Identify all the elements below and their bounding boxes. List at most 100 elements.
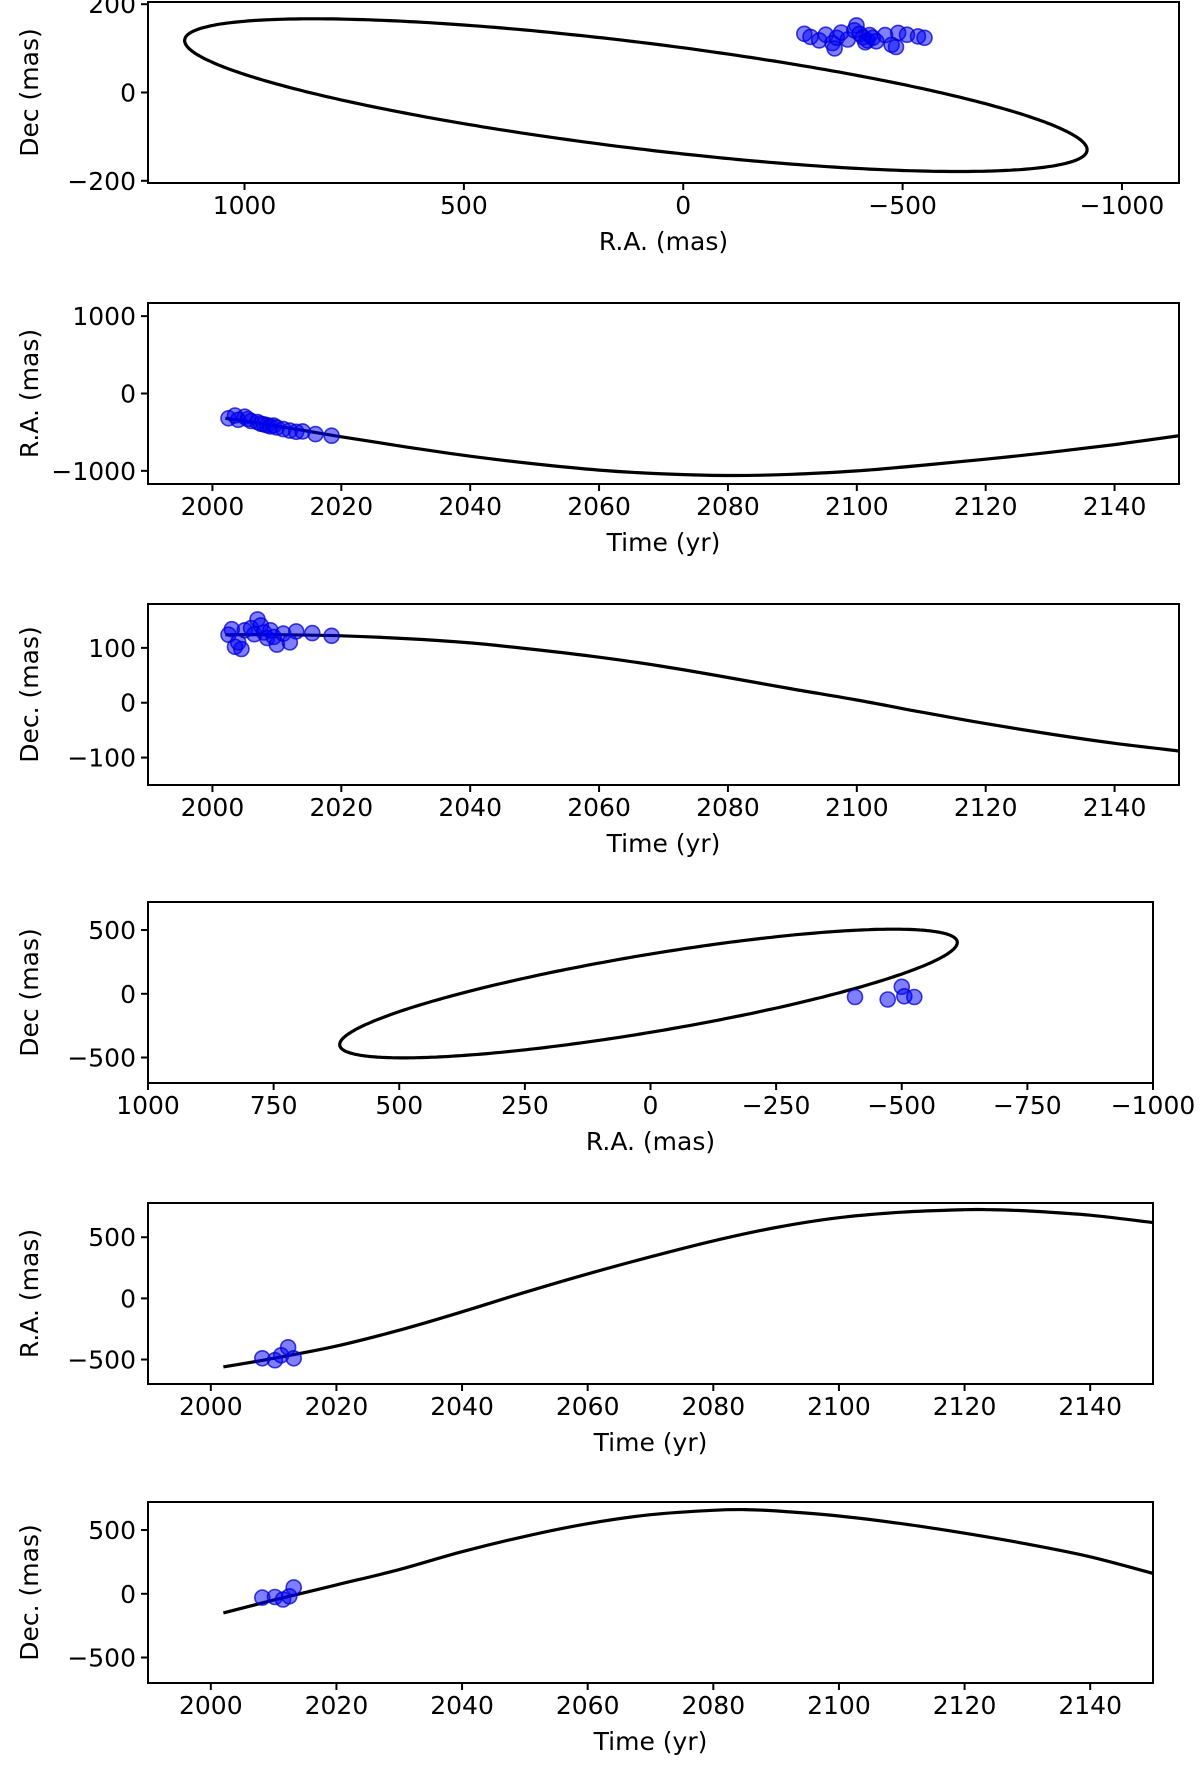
- orbit-curve: [225, 416, 1179, 478]
- x-tick-label: 2000: [179, 1691, 243, 1720]
- orbit-curve: [183, 17, 1089, 174]
- x-tick-label: 2000: [181, 492, 245, 521]
- x-tick-label: 2100: [825, 793, 889, 822]
- x-tick-label: 2080: [696, 793, 760, 822]
- x-tick-label: 2060: [567, 492, 631, 521]
- y-tick-label: 500: [88, 1223, 136, 1252]
- x-tick-label: 2140: [1083, 793, 1147, 822]
- x-tick-label: −500: [867, 1091, 936, 1120]
- x-tick-label: 2120: [954, 492, 1018, 521]
- x-tick-label: −1000: [1080, 191, 1165, 220]
- data-point: [233, 640, 250, 658]
- axes-frame: [147, 1202, 1154, 1385]
- data-point: [916, 29, 933, 47]
- y-tick-label: 500: [88, 916, 136, 945]
- data-point: [303, 624, 321, 642]
- orbit-curve: [223, 1207, 1153, 1369]
- x-tick-label: 2040: [430, 1392, 494, 1421]
- data-point: [905, 988, 923, 1006]
- x-axis-label: Time (yr): [593, 1428, 708, 1457]
- axes-frame: [147, 1501, 1154, 1684]
- data-point: [287, 623, 305, 640]
- x-tick-label: 2020: [305, 1691, 369, 1720]
- x-tick-label: 0: [675, 191, 691, 220]
- y-tick-label: 500: [88, 1516, 136, 1545]
- x-tick-label: 2140: [1058, 1392, 1122, 1421]
- x-tick-label: −750: [993, 1091, 1062, 1120]
- data-point: [887, 38, 905, 56]
- x-tick-label: 2020: [310, 492, 374, 521]
- data-point: [879, 991, 897, 1008]
- x-tick-label: 2000: [181, 793, 245, 822]
- subplot-4: 1000 750 500 250 0 −250 −500 −750 −1000 −500 0 500 R…: [15, 901, 1196, 1156]
- x-tick-label: 2060: [556, 1691, 620, 1720]
- data-point: [285, 1579, 303, 1596]
- orbit-curve: [338, 927, 959, 1060]
- y-axis-label: R.A. (mas): [15, 1229, 44, 1358]
- x-tick-label: 2040: [438, 492, 502, 521]
- x-tick-label: 1000: [213, 191, 277, 220]
- x-axis-label: R.A. (mas): [586, 1127, 715, 1156]
- x-tick-label: 500: [440, 191, 488, 220]
- x-tick-label: 2140: [1058, 1691, 1122, 1720]
- y-tick-label: −500: [67, 1346, 136, 1375]
- y-tick-label: 0: [120, 980, 136, 1009]
- y-tick-label: 0: [120, 380, 136, 409]
- x-tick-label: 2100: [825, 492, 889, 521]
- y-tick-label: 100: [88, 634, 136, 663]
- x-tick-label: 2060: [556, 1392, 620, 1421]
- x-tick-label: 2060: [567, 793, 631, 822]
- x-tick-label: 500: [375, 1091, 423, 1120]
- x-tick-label: 2080: [682, 1392, 746, 1421]
- y-tick-label: −1000: [51, 457, 136, 486]
- x-axis-label: Time (yr): [606, 829, 721, 858]
- x-tick-label: 2020: [310, 793, 374, 822]
- x-tick-label: 2120: [933, 1691, 997, 1720]
- x-tick-label: 2040: [438, 793, 502, 822]
- x-tick-label: 2080: [696, 492, 760, 521]
- data-point: [323, 627, 340, 645]
- x-tick-label: −250: [742, 1091, 811, 1120]
- orbit-curve: [225, 633, 1179, 753]
- y-tick-label: −100: [67, 744, 136, 773]
- x-tick-label: 2100: [807, 1392, 871, 1421]
- data-point: [307, 425, 324, 443]
- y-tick-label: 200: [88, 0, 136, 19]
- y-axis-label: R.A. (mas): [15, 329, 44, 458]
- y-tick-label: 1000: [72, 302, 136, 331]
- x-tick-label: 2000: [179, 1392, 243, 1421]
- x-tick-label: 250: [501, 1091, 549, 1120]
- x-tick-label: −500: [868, 191, 937, 220]
- data-point: [846, 988, 864, 1006]
- x-tick-label: 2120: [954, 793, 1018, 822]
- subplot-3: 2000 2020 2040 2060 2080 2100 2120 2140 −100 0 100…: [15, 603, 1180, 858]
- data-point: [323, 427, 340, 445]
- x-tick-label: 2040: [430, 1691, 494, 1720]
- subplot-5: 2000 2020 2040 2060 2080 2100 2120 2140 −500 0 500…: [15, 1202, 1154, 1457]
- y-tick-label: −500: [67, 1044, 136, 1073]
- subplot-1: 1000 500 0 −500 −1000 −200 0 200 R.A. (mas) Dec (…: [15, 0, 1180, 256]
- x-tick-label: 1000: [116, 1091, 180, 1120]
- x-axis-label: Time (yr): [606, 528, 721, 557]
- y-tick-label: 0: [120, 1284, 136, 1313]
- x-tick-label: 2020: [305, 1392, 369, 1421]
- y-axis-label: Dec. (mas): [15, 1524, 44, 1660]
- subplot-6: 2000 2020 2040 2060 2080 2100 2120 2140 −500 0 500…: [15, 1501, 1154, 1756]
- y-tick-label: 0: [120, 1580, 136, 1609]
- x-tick-label: 2120: [933, 1392, 997, 1421]
- axes-frame: [147, 603, 1180, 786]
- x-tick-label: 2140: [1083, 492, 1147, 521]
- x-axis-label: R.A. (mas): [599, 227, 728, 256]
- y-axis-label: Dec. (mas): [15, 626, 44, 762]
- y-tick-label: −500: [67, 1644, 136, 1673]
- orbit-curve: [222, 1507, 1153, 1615]
- x-tick-label: −1000: [1111, 1091, 1196, 1120]
- y-tick-label: 0: [120, 689, 136, 718]
- y-axis-label: Dec (mas): [15, 928, 44, 1057]
- x-tick-label: 2100: [807, 1691, 871, 1720]
- y-tick-label: −200: [67, 167, 136, 196]
- data-point: [285, 1350, 303, 1367]
